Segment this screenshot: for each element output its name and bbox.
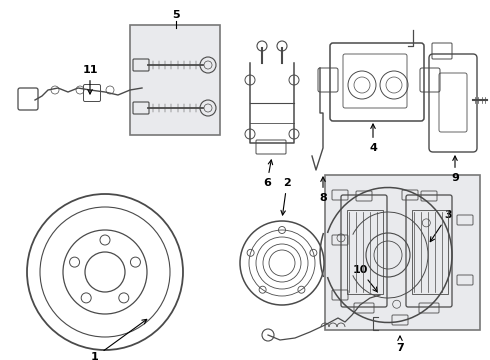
Bar [130, 25, 220, 135]
Text: 2: 2 [281, 178, 291, 215]
Text: 6: 6 [263, 160, 272, 188]
Text: 11: 11 [82, 65, 98, 94]
Bar [347, 210, 383, 294]
Bar [325, 175, 480, 330]
Text: 9: 9 [451, 156, 459, 183]
Text: 7: 7 [396, 336, 404, 353]
Bar [412, 210, 448, 294]
Text: 10: 10 [352, 265, 377, 292]
Text: 1: 1 [91, 319, 147, 360]
Text: 4: 4 [369, 124, 377, 153]
Text: 5: 5 [172, 10, 180, 20]
Text: 8: 8 [319, 177, 327, 203]
Text: 3: 3 [430, 210, 452, 242]
